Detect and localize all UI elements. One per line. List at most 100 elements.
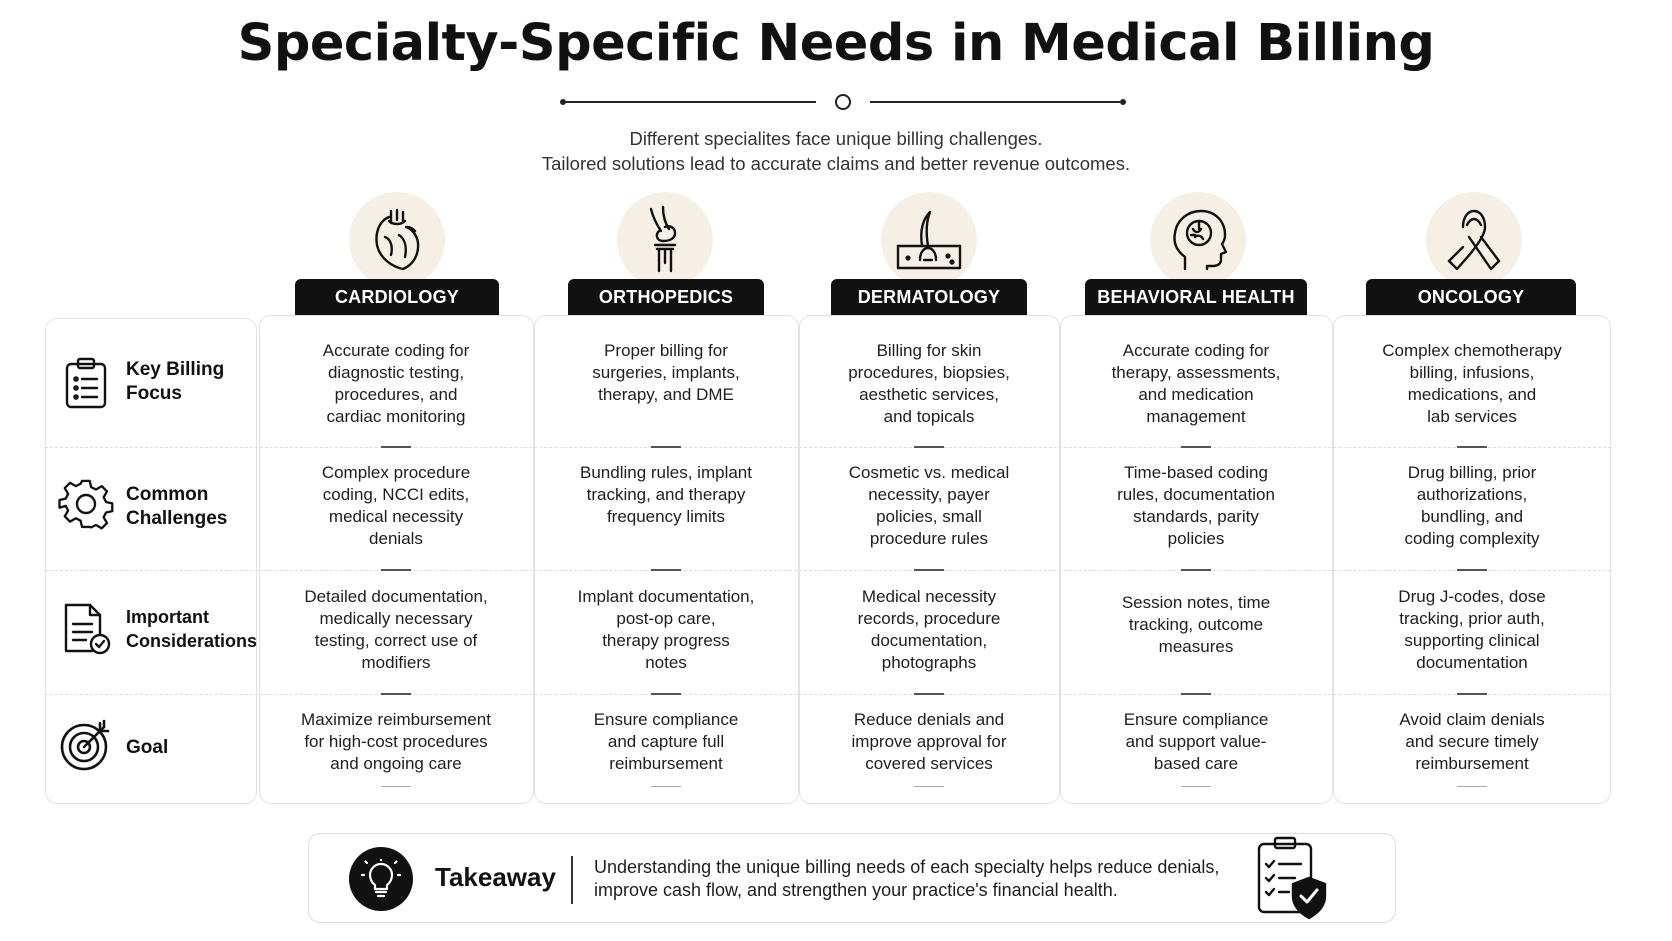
table-cell-line: Ensure compliance bbox=[1123, 710, 1269, 729]
column-header-dermatology: DERMATOLOGY bbox=[831, 279, 1027, 315]
table-cell-line: policies bbox=[1167, 529, 1225, 548]
table-cell-line: documentation bbox=[1416, 653, 1528, 672]
target-arrow-icon bbox=[60, 719, 110, 771]
cell-separator-dash bbox=[381, 786, 411, 787]
table-cell-text: Complex procedure coding, NCCI edits, medi… bbox=[322, 462, 470, 550]
table-cell-text: Reduce denials and improve approval for co… bbox=[852, 709, 1007, 775]
table-cell-line: Implant documentation, bbox=[577, 587, 755, 606]
table-cell-text: Cosmetic vs. medical necessity, payer poli… bbox=[849, 462, 1010, 550]
table-cell-line: Detailed documentation, bbox=[304, 587, 488, 606]
column-card-oncology bbox=[1333, 315, 1611, 804]
column-header-oncology: ONCOLOGY bbox=[1366, 279, 1576, 315]
dermatology-icon-circle bbox=[881, 192, 977, 288]
table-cell: Maximize reimbursement for high-cost proc… bbox=[271, 709, 521, 775]
table-cell-line: Accurate coding for bbox=[322, 341, 470, 360]
cell-separator-dash bbox=[381, 693, 411, 695]
row-labels-card bbox=[45, 318, 257, 804]
table-cell-text: Ensure compliance and capture full reimbur… bbox=[594, 709, 739, 775]
table-cell-text: Drug J-codes, dose tracking, prior auth, s… bbox=[1398, 586, 1545, 674]
table-cell-line: therapy, assessments, bbox=[1111, 363, 1281, 382]
table-cell-line: tracking, and therapy bbox=[586, 485, 746, 504]
table-cell: Ensure compliance and support value-based… bbox=[1076, 709, 1316, 775]
column-header-behavioral-health: BEHAVIORAL HEALTH bbox=[1085, 279, 1307, 315]
cell-separator-dash bbox=[1181, 693, 1211, 695]
row-label-line: Considerations bbox=[126, 631, 258, 651]
table-cell-line: tracking, prior auth, bbox=[1399, 609, 1545, 628]
subtitle-line-1: Different specialites face unique billin… bbox=[629, 128, 1043, 149]
table-cell-line: Accurate coding for bbox=[1122, 341, 1270, 360]
takeaway-text-line-1: Understanding the unique billing needs o… bbox=[594, 857, 1220, 877]
table-cell: Reduce denials and improve approval for co… bbox=[814, 709, 1044, 775]
table-cell-line: Reduce denials and bbox=[853, 710, 1005, 729]
cell-separator-dash bbox=[651, 693, 681, 695]
table-cell-line: necessity, payer bbox=[868, 485, 990, 504]
table-cell-line: Complex chemotherapy bbox=[1382, 341, 1562, 360]
table-cell-line: Session notes, time bbox=[1121, 593, 1271, 612]
column-header-cardiology: CARDIOLOGY bbox=[295, 279, 499, 315]
table-cell-text: Complex chemotherapy billing, infusions, m… bbox=[1382, 340, 1562, 428]
table-cell-line: therapy, and DME bbox=[598, 385, 734, 404]
table-cell: Session notes, time tracking, outcome meas… bbox=[1076, 592, 1316, 658]
row-label-common-challenges: Common Challenges bbox=[126, 483, 227, 531]
takeaway-separator bbox=[571, 856, 573, 904]
takeaway-text: Understanding the unique billing needs o… bbox=[594, 856, 1234, 902]
table-cell: Billing for skin procedures, biopsies, aes… bbox=[814, 340, 1044, 428]
cell-separator-dash bbox=[914, 693, 944, 695]
subtitle: Different specialites face unique billin… bbox=[0, 126, 1672, 176]
table-cell: Complex chemotherapy billing, infusions, m… bbox=[1347, 340, 1597, 428]
table-cell-line: and topicals bbox=[883, 407, 975, 426]
oncology-icon-circle bbox=[1426, 192, 1522, 288]
table-cell-line: reimbursement bbox=[609, 754, 723, 773]
table-cell: Proper billing for surgeries, implants, th… bbox=[551, 340, 781, 406]
title-divider bbox=[560, 92, 1126, 112]
table-cell-line: standards, parity bbox=[1133, 507, 1259, 526]
table-cell: Complex procedure coding, NCCI edits, medi… bbox=[271, 462, 521, 550]
column-header-orthopedics: ORTHOPEDICS bbox=[568, 279, 764, 315]
table-cell-line: testing, correct use of bbox=[314, 631, 478, 650]
row-separator bbox=[45, 570, 1611, 571]
table-cell-line: Time-based coding bbox=[1124, 463, 1268, 482]
table-cell-text: Accurate coding for diagnostic testing, pr… bbox=[323, 340, 469, 428]
cell-separator-dash bbox=[1457, 569, 1487, 571]
table-cell-line: procedure rules bbox=[869, 529, 989, 548]
table-cell-line: management bbox=[1146, 407, 1246, 426]
table-cell-line: coding complexity bbox=[1404, 529, 1540, 548]
cell-separator-dash bbox=[1181, 446, 1211, 448]
table-cell-line: medically necessary bbox=[319, 609, 473, 628]
table-cell-line: medications, and bbox=[1407, 385, 1537, 404]
takeaway-box: Takeaway Understanding the unique billin… bbox=[308, 833, 1396, 923]
table-cell: Time-based coding rules, documentation sta… bbox=[1076, 462, 1316, 550]
row-label-line: Important bbox=[126, 607, 209, 627]
cell-separator-dash bbox=[914, 786, 944, 787]
table-cell-line: Bundling rules, implant bbox=[580, 463, 752, 482]
row-label-line: Goal bbox=[126, 737, 169, 758]
table-cell-line: therapy progress bbox=[602, 631, 730, 650]
table-cell: Cosmetic vs. medical necessity, payer poli… bbox=[814, 462, 1044, 550]
cell-separator-dash bbox=[651, 786, 681, 787]
table-cell-line: Medical necessity bbox=[861, 587, 997, 606]
table-cell-line: documentation, bbox=[870, 631, 988, 650]
table-cell: Avoid claim denials and secure timely reim… bbox=[1347, 709, 1597, 775]
head-brain-icon bbox=[1173, 209, 1228, 271]
table-cell-line: Drug J-codes, dose bbox=[1398, 587, 1546, 606]
table-cell-text: Time-based coding rules, documentation sta… bbox=[1117, 462, 1275, 550]
cell-separator-dash bbox=[914, 446, 944, 448]
table-cell: Implant documentation, post-op care, thera… bbox=[551, 586, 781, 674]
table-cell-line: modifiers bbox=[361, 653, 431, 672]
checklist-shield-icon bbox=[1257, 836, 1327, 920]
table-cell-text: Maximize reimbursement for high-cost proc… bbox=[301, 709, 491, 775]
table-cell-line: based care bbox=[1153, 754, 1239, 773]
table-cell-text: Medical necessity records, procedure docum… bbox=[858, 586, 1001, 674]
table-cell-line: and medication bbox=[1138, 385, 1254, 404]
cell-separator-dash bbox=[1457, 786, 1487, 787]
table-cell-line: Maximize reimbursement bbox=[301, 710, 491, 729]
column-card-cardiology bbox=[259, 315, 534, 804]
orthopedics-icon-circle bbox=[617, 192, 713, 288]
table-cell-line: Avoid claim denials bbox=[1399, 710, 1545, 729]
table-cell-line: diagnostic testing, bbox=[327, 363, 465, 382]
skin-hair-follicle-icon bbox=[896, 210, 962, 270]
cell-separator-dash bbox=[651, 569, 681, 571]
gear-icon bbox=[58, 479, 114, 530]
table-cell-line: post-op care, bbox=[616, 609, 716, 628]
table-cell-text: Drug billing, prior authorizations, bundli… bbox=[1404, 462, 1539, 550]
